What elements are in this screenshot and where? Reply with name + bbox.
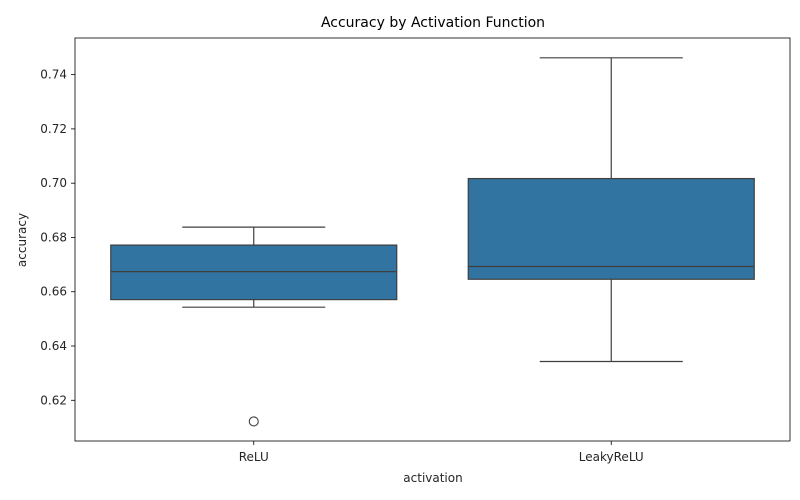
x-axis: ReLU LeakyReLU — [239, 441, 644, 464]
y-tick-label: 0.68 — [40, 230, 67, 244]
box — [110, 244, 398, 301]
outlier-point — [248, 416, 259, 427]
y-axis: 0.62 0.64 0.66 0.68 0.70 0.72 0.74 — [40, 68, 75, 407]
x-axis-label: activation — [403, 471, 462, 485]
boxes — [110, 57, 755, 427]
box — [467, 177, 755, 280]
box-group — [110, 226, 398, 427]
y-tick-label: 0.64 — [40, 339, 67, 353]
y-axis-label: accuracy — [15, 213, 29, 267]
x-tick-label: LeakyReLU — [579, 450, 644, 464]
y-tick-label: 0.72 — [40, 122, 67, 136]
chart-title: Accuracy by Activation Function — [321, 15, 545, 31]
x-tick-label: ReLU — [239, 450, 269, 464]
y-tick-label: 0.74 — [40, 68, 67, 82]
y-tick-label: 0.62 — [40, 393, 67, 407]
y-tick-label: 0.70 — [40, 176, 67, 190]
y-tick-label: 0.66 — [40, 285, 67, 299]
box-group — [467, 57, 755, 363]
plot-frame — [74, 37, 791, 442]
